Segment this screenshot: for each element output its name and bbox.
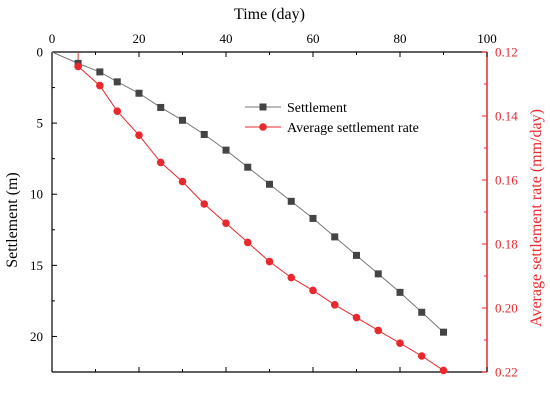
settlement-point	[179, 116, 186, 124]
y-left-tick-label-5: 5	[37, 116, 44, 131]
settlement-point	[418, 308, 426, 316]
y-right-tick-label-0.20: 0.20	[495, 301, 518, 316]
series-settlement-line	[51, 51, 444, 333]
rate-point	[156, 158, 165, 167]
y-right-tick-label-0.16: 0.16	[495, 173, 518, 188]
x-tick-label-60: 60	[307, 31, 320, 46]
legend: Settlement Average settlement rate	[245, 101, 419, 136]
rate-point	[439, 366, 448, 375]
settlement-point	[96, 68, 104, 76]
y-right-tick-label-0.22: 0.22	[495, 365, 518, 380]
rate-point	[222, 219, 230, 227]
y-left-axis-ticks: 0 5 10 15 20	[30, 45, 57, 373]
rate-point	[309, 286, 317, 295]
settlement-point	[309, 214, 317, 222]
settlement-point	[266, 180, 273, 188]
rate-point	[113, 107, 122, 115]
legend-label-settlement: Settlement	[287, 101, 347, 116]
y-left-tick-label-0: 0	[37, 45, 44, 60]
y-right-axis-title: Average settlement rate (mm/day)	[528, 109, 545, 327]
legend-marker-settlement	[259, 103, 267, 111]
rate-point	[74, 62, 82, 71]
rate-point	[96, 81, 104, 90]
rate-point	[243, 238, 252, 247]
y-right-axis-ticks: 0.12 0.14 0.16 0.18 0.20 0.22	[482, 45, 518, 380]
x-tick-label-80: 80	[394, 31, 407, 46]
settlement-point	[353, 251, 360, 259]
rate-point	[265, 257, 274, 266]
y-right-tick-label-0.14: 0.14	[495, 109, 518, 124]
settlement-point	[287, 197, 295, 205]
settlement-point	[200, 130, 208, 138]
plot-frame	[51, 51, 488, 373]
settlement-point	[113, 78, 121, 86]
y-left-tick-label-15: 15	[30, 258, 43, 273]
x-tick-label-100: 100	[477, 31, 497, 46]
settlement-point	[244, 163, 252, 171]
settlement-point	[374, 270, 382, 278]
rate-point	[330, 301, 339, 309]
y-left-tick-label-10: 10	[30, 187, 43, 202]
settlement-point	[331, 233, 339, 241]
y-left-tick-label-20: 20	[30, 329, 43, 344]
y-right-tick-label-0.12: 0.12	[495, 45, 518, 60]
legend-label-rate: Average settlement rate	[287, 121, 419, 136]
x-axis-title: Time (day)	[234, 6, 305, 23]
rate-point	[135, 131, 143, 139]
rate-point	[352, 313, 361, 322]
x-tick-label-20: 20	[133, 31, 146, 46]
settlement-point	[135, 89, 143, 97]
settlement-point	[396, 288, 404, 296]
x-axis-ticks: 0 20 40 60 80 100	[49, 31, 497, 372]
rate-point	[417, 352, 426, 360]
rate-point	[374, 326, 383, 335]
rate-point	[178, 177, 187, 186]
rate-point	[200, 200, 209, 208]
rate-point	[396, 339, 404, 348]
series-layer	[51, 51, 448, 375]
settlement-point	[222, 146, 230, 154]
y-right-tick-label-0.18: 0.18	[495, 237, 518, 252]
settlement-point	[440, 328, 447, 336]
settlement-point	[157, 103, 165, 111]
series-rate-line	[77, 66, 444, 371]
rate-point	[287, 273, 296, 282]
y-left-axis-title: Settlement (m)	[4, 172, 21, 268]
x-tick-label-40: 40	[220, 31, 233, 46]
x-tick-label-0: 0	[49, 31, 56, 46]
legend-marker-rate	[259, 123, 267, 131]
